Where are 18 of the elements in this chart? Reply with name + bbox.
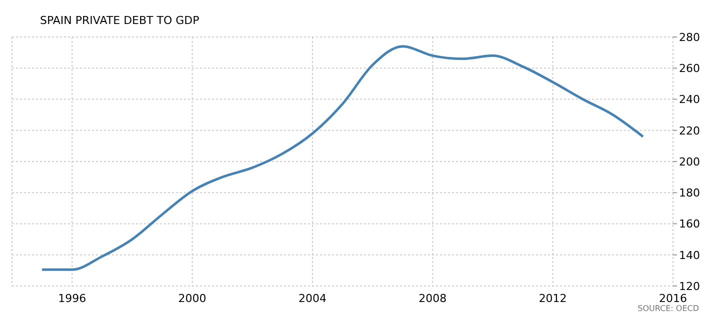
x-tick-label: 2012 bbox=[538, 292, 567, 305]
source-note: SOURCE: OECD bbox=[638, 304, 699, 313]
x-tick-label: 1996 bbox=[58, 292, 86, 305]
line-series bbox=[40, 45, 644, 271]
y-tick-label: 220 bbox=[679, 124, 700, 138]
y-tick-label: 240 bbox=[679, 93, 700, 106]
y-tick-label: 180 bbox=[679, 186, 700, 200]
x-tick-label: 2004 bbox=[298, 292, 326, 305]
y-tick-label: 140 bbox=[679, 248, 700, 262]
y-tick-label: 120 bbox=[679, 280, 700, 293]
x-tick-label: 2000 bbox=[178, 292, 206, 305]
y-tick-label: 280 bbox=[679, 30, 700, 44]
y-tick-label: 160 bbox=[679, 218, 700, 231]
x-tick-label: 2016 bbox=[659, 292, 687, 305]
x-tick-label: 2008 bbox=[418, 292, 447, 305]
chart-title: SPAIN PRIVATE DEBT TO GDP bbox=[40, 14, 200, 27]
y-tick-label: 200 bbox=[679, 155, 700, 168]
y-tick-label: 260 bbox=[679, 62, 700, 76]
